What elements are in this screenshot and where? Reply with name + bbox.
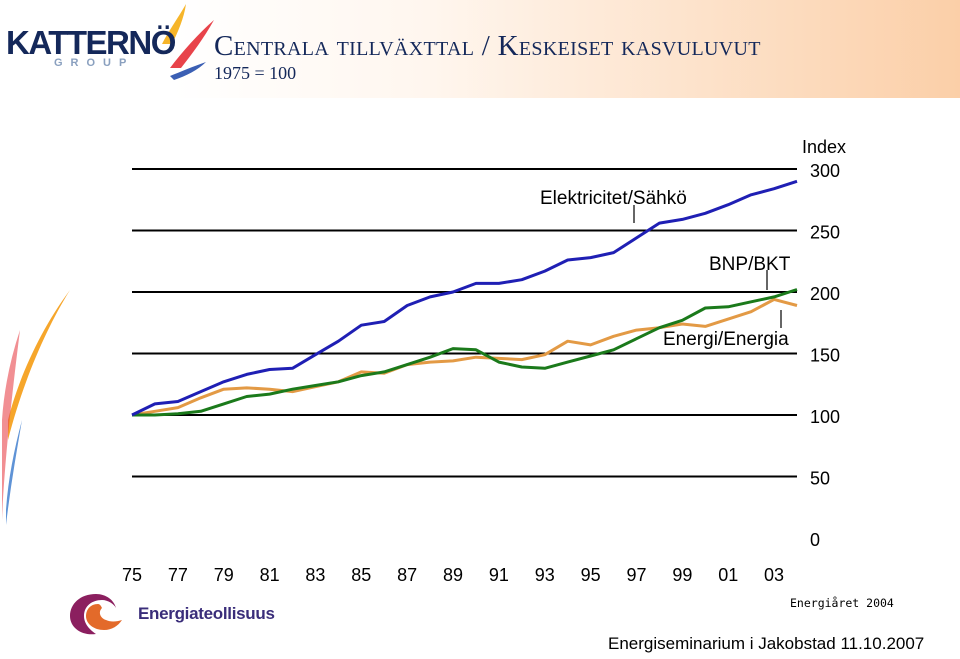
annotation-electricity: Elektricitet/Sähkö xyxy=(540,188,687,209)
x-tick-label: 75 xyxy=(122,565,142,585)
x-tick-label: 91 xyxy=(489,565,509,585)
y-tick-label: 150 xyxy=(810,346,840,366)
x-tick-label: 95 xyxy=(581,565,601,585)
katterno-logo-group: GROUP xyxy=(54,57,135,69)
y-tick-label: 200 xyxy=(810,284,840,304)
y-tick-label: 50 xyxy=(810,469,830,489)
series-line-electricity xyxy=(131,179,798,417)
y-tick-label: 100 xyxy=(810,407,840,427)
katterno-logo-text: KATTERNÖ xyxy=(6,24,176,61)
footer-event-text: Energiseminarium i Jakobstad 11.10.2007 xyxy=(608,634,925,653)
x-tick-label: 89 xyxy=(443,565,463,585)
annotation-energy: Energi/Energia xyxy=(663,329,789,350)
logo-arc-blue xyxy=(170,62,206,80)
x-tick-label: 87 xyxy=(397,565,417,585)
y-tick-label: 0 xyxy=(810,530,820,550)
x-tick-label: 81 xyxy=(260,565,280,585)
x-tick-label: 97 xyxy=(626,565,646,585)
x-tick-label: 77 xyxy=(168,565,188,585)
source-note: Energiåret 2004 xyxy=(790,596,894,610)
series-line-gdp xyxy=(132,288,798,417)
chart-y-ticks: 0 50 100 150 200 250 300 xyxy=(810,161,840,550)
x-tick-label: 99 xyxy=(672,565,692,585)
y-axis-label: Index xyxy=(802,137,846,157)
chart-x-ticks: 75 77 79 81 83 85 87 89 91 93 95 97 99 01 03 xyxy=(122,565,784,585)
energiateollisuus-logo-icon xyxy=(70,594,122,635)
energiateollisuus-logo-text: Energiateollisuus xyxy=(138,604,275,623)
page-subtitle: 1975 = 100 xyxy=(214,63,297,83)
x-tick-label: 03 xyxy=(764,565,784,585)
x-tick-label: 79 xyxy=(214,565,234,585)
chart-gridlines xyxy=(132,168,797,478)
page-title: Centrala tillväxttal / Keskeiset kasvulu… xyxy=(214,30,761,62)
x-tick-label: 93 xyxy=(535,565,555,585)
logo-arc-yellow xyxy=(162,4,186,44)
x-tick-label: 01 xyxy=(718,565,738,585)
header-band xyxy=(0,0,960,98)
x-tick-label: 83 xyxy=(305,565,325,585)
y-tick-label: 300 xyxy=(810,161,840,181)
annotation-gdp: BNP/BKT xyxy=(709,254,791,275)
logo-arc-red-large xyxy=(2,330,20,520)
logo-arc-red xyxy=(170,20,214,68)
series-line-energy xyxy=(131,297,798,417)
y-tick-label: 250 xyxy=(810,223,840,243)
chart-series xyxy=(131,179,798,417)
x-tick-label: 85 xyxy=(351,565,371,585)
